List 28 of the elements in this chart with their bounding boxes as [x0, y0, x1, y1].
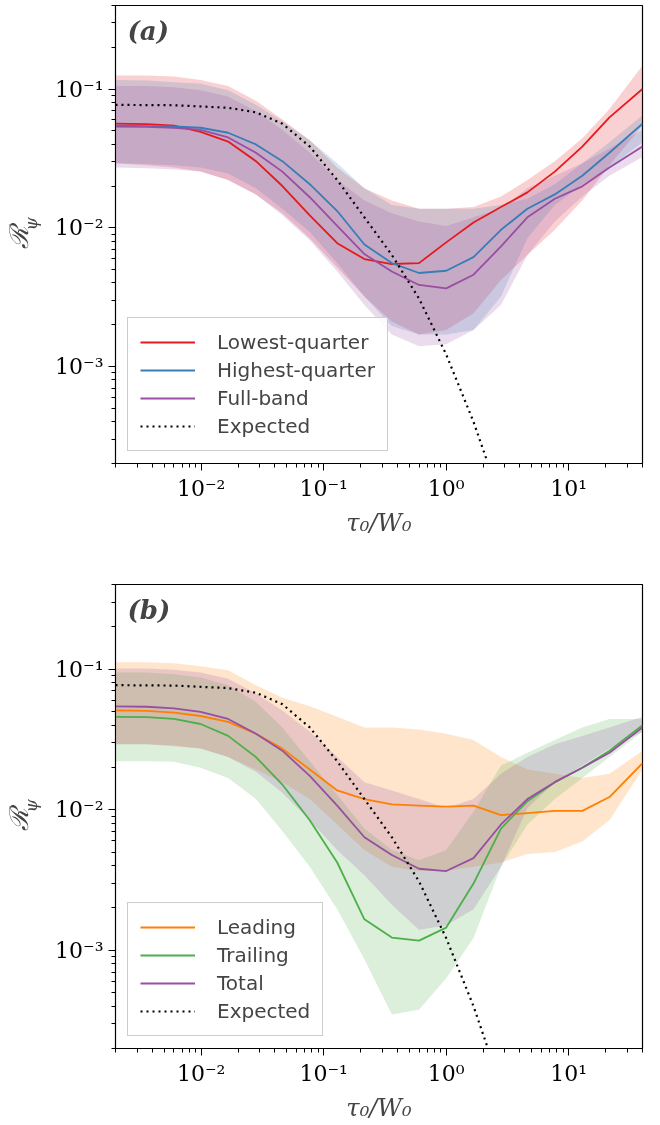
y-tick-label: 10⁻¹ [55, 76, 104, 102]
legend-label: Full-band [217, 386, 309, 410]
y-tick-label: 10⁻³ [55, 354, 104, 380]
x-tick-label: 10⁻² [176, 1060, 226, 1086]
y-tick-label: 10⁻¹ [55, 656, 104, 682]
annotation: (a) [127, 15, 169, 46]
y-tick-label: 10⁻² [55, 215, 104, 241]
x-axis-title: τ₀/W₀ [346, 1093, 413, 1122]
legend-label: Leading [217, 915, 296, 939]
legend-label: Lowest-quarter [217, 330, 369, 354]
legend-label: Trailing [217, 943, 289, 967]
x-tick-label: 10⁻¹ [299, 1060, 348, 1086]
legend-label: Total [217, 971, 264, 995]
x-axis-title: τ₀/W₀ [346, 508, 413, 537]
legend-label: Highest-quarter [217, 358, 375, 382]
y-tick-label: 10⁻³ [55, 937, 104, 963]
legend-label: Expected [217, 999, 311, 1023]
legend-label: Expected [217, 414, 311, 438]
x-tick-label: 10⁰ [427, 475, 465, 501]
y-axis-title: ℛψ [4, 798, 42, 831]
y-axis-title: ℛψ [4, 216, 42, 249]
x-tick-label: 10¹ [550, 1060, 588, 1086]
x-tick-label: 10⁻¹ [299, 475, 348, 501]
y-tick-label: 10⁻² [55, 797, 104, 823]
x-tick-label: 10¹ [550, 475, 588, 501]
x-tick-label: 10⁻² [176, 475, 226, 501]
x-tick-label: 10⁰ [427, 1060, 465, 1086]
annotation: (b) [127, 594, 171, 625]
